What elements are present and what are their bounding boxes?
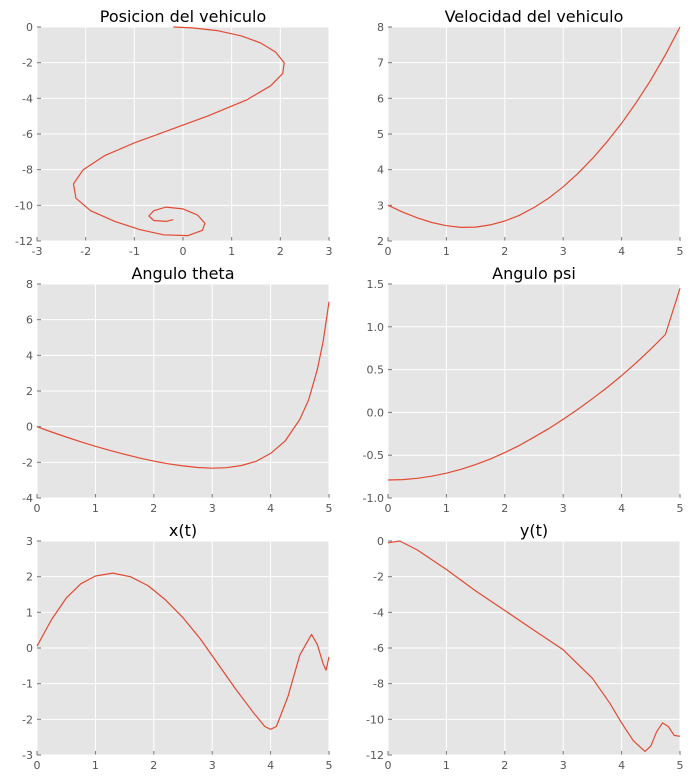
plot-area xyxy=(388,284,680,498)
y-tick-label: 1 xyxy=(26,606,33,619)
y-tick-label: 6 xyxy=(377,92,384,105)
y-tick-label: 0 xyxy=(26,21,33,34)
y-tick-label: -1.0 xyxy=(363,492,384,505)
y-tick-label: 0 xyxy=(26,421,33,434)
chart-panel-2: 0 1 2 3 4 5 8 7 6 5 4 3 2 Velocidad del vehiculo xyxy=(377,7,684,258)
y-tick-label: -4 xyxy=(373,606,384,619)
series-line-1 xyxy=(72,26,285,237)
x-tick-label: 1 xyxy=(443,245,450,258)
x-tick-label: 4 xyxy=(618,759,625,772)
x-tick-label: 0 xyxy=(34,502,41,515)
x-tick-label: 2 xyxy=(150,502,157,515)
y-tick-label: 5 xyxy=(377,128,384,141)
x-tick-label: 5 xyxy=(677,502,684,515)
series-line-1 xyxy=(387,26,681,228)
x-tick-label: 4 xyxy=(618,502,625,515)
x-tick-label: 2 xyxy=(150,759,157,772)
x-tick-label: 3 xyxy=(326,245,333,258)
y-tick-label: -6 xyxy=(373,642,384,655)
y-tick-label: 3 xyxy=(377,199,384,212)
x-tick-label: 3 xyxy=(209,502,216,515)
x-tick-label: 5 xyxy=(677,759,684,772)
series-line-1 xyxy=(387,540,681,752)
y-tick-label: -3 xyxy=(22,749,33,762)
x-tick-label: 2 xyxy=(277,245,284,258)
x-tick-label: 3 xyxy=(560,245,567,258)
series-line-1 xyxy=(36,572,330,730)
x-tick-label: 3 xyxy=(560,502,567,515)
chart-title: Angulo psi xyxy=(492,264,576,283)
y-tick-label: 8 xyxy=(377,21,384,34)
x-tick-label: 0 xyxy=(385,759,392,772)
y-tick-label: -2 xyxy=(22,713,33,726)
y-tick-label: -1 xyxy=(22,678,33,691)
x-tick-label: 0 xyxy=(34,759,41,772)
y-tick-label: -10 xyxy=(15,199,33,212)
chart-panel-3: 0 1 2 3 4 5 8 6 4 2 0 -2 -4 Angulo theta xyxy=(22,264,332,515)
x-tick-label: 3 xyxy=(209,759,216,772)
chart-panel-5: 0 1 2 3 4 5 3 2 1 0 -1 -2 -3 x(t) xyxy=(22,521,332,772)
chart-title: x(t) xyxy=(169,521,197,540)
x-tick-label: 4 xyxy=(267,502,274,515)
x-tick-label: 5 xyxy=(326,502,333,515)
y-tick-label: 8 xyxy=(26,278,33,291)
y-tick-label: 0 xyxy=(26,642,33,655)
x-tick-label: 1 xyxy=(443,502,450,515)
y-tick-label: 4 xyxy=(26,349,33,362)
chart-title: Angulo theta xyxy=(131,264,234,283)
x-tick-label: 0 xyxy=(180,245,187,258)
chart-title: Velocidad del vehiculo xyxy=(445,7,624,26)
x-tick-label: -1 xyxy=(129,245,140,258)
y-tick-label: -10 xyxy=(366,713,384,726)
chart-panel-6: 0 1 2 3 4 5 0 -2 -4 -6 -8 -10 -12 y(t) xyxy=(366,521,683,772)
x-tick-label: 1 xyxy=(92,759,99,772)
y-tick-label: 2 xyxy=(26,385,33,398)
x-tick-label: 5 xyxy=(677,245,684,258)
y-tick-label: -4 xyxy=(22,92,33,105)
x-tick-label: 1 xyxy=(92,502,99,515)
y-tick-label: 3 xyxy=(26,535,33,548)
y-tick-label: 1.5 xyxy=(367,278,385,291)
series-line-1 xyxy=(387,288,681,481)
y-tick-label: -8 xyxy=(373,678,384,691)
y-tick-label: 2 xyxy=(377,235,384,248)
y-tick-label: -2 xyxy=(22,57,33,70)
x-tick-label: 2 xyxy=(501,502,508,515)
series-line-1 xyxy=(36,301,330,469)
y-tick-label: -6 xyxy=(22,128,33,141)
chart-title: y(t) xyxy=(520,521,548,540)
x-tick-label: 0 xyxy=(385,245,392,258)
y-tick-label: 0.0 xyxy=(367,406,385,419)
chart-panel-4: 0 1 2 3 4 5 1.5 1.0 0.5 0.0 -0.5 -1.0 Angulo psi xyxy=(363,264,684,515)
x-tick-label: -3 xyxy=(32,245,43,258)
y-tick-label: -12 xyxy=(366,749,384,762)
y-tick-label: 0 xyxy=(377,535,384,548)
x-tick-label: 2 xyxy=(501,759,508,772)
y-tick-label: -8 xyxy=(22,164,33,177)
x-tick-label: 1 xyxy=(443,759,450,772)
x-tick-label: 5 xyxy=(326,759,333,772)
y-tick-label: 7 xyxy=(377,57,384,70)
x-tick-label: 2 xyxy=(501,245,508,258)
x-tick-label: 1 xyxy=(228,245,235,258)
x-tick-label: 4 xyxy=(618,245,625,258)
y-tick-label: -2 xyxy=(22,456,33,469)
x-tick-label: 3 xyxy=(560,759,567,772)
y-tick-label: -4 xyxy=(22,492,33,505)
y-tick-label: 4 xyxy=(377,164,384,177)
chart-title: Posicion del vehiculo xyxy=(100,7,267,26)
x-tick-label: 0 xyxy=(385,502,392,515)
y-tick-label: 0.5 xyxy=(367,364,385,377)
y-tick-label: -12 xyxy=(15,235,33,248)
y-tick-label: 2 xyxy=(26,571,33,584)
x-tick-label: 4 xyxy=(267,759,274,772)
y-tick-label: -0.5 xyxy=(363,449,384,462)
y-tick-label: 6 xyxy=(26,314,33,327)
x-tick-label: -2 xyxy=(80,245,91,258)
y-tick-label: -2 xyxy=(373,571,384,584)
y-tick-label: 1.0 xyxy=(367,321,385,334)
